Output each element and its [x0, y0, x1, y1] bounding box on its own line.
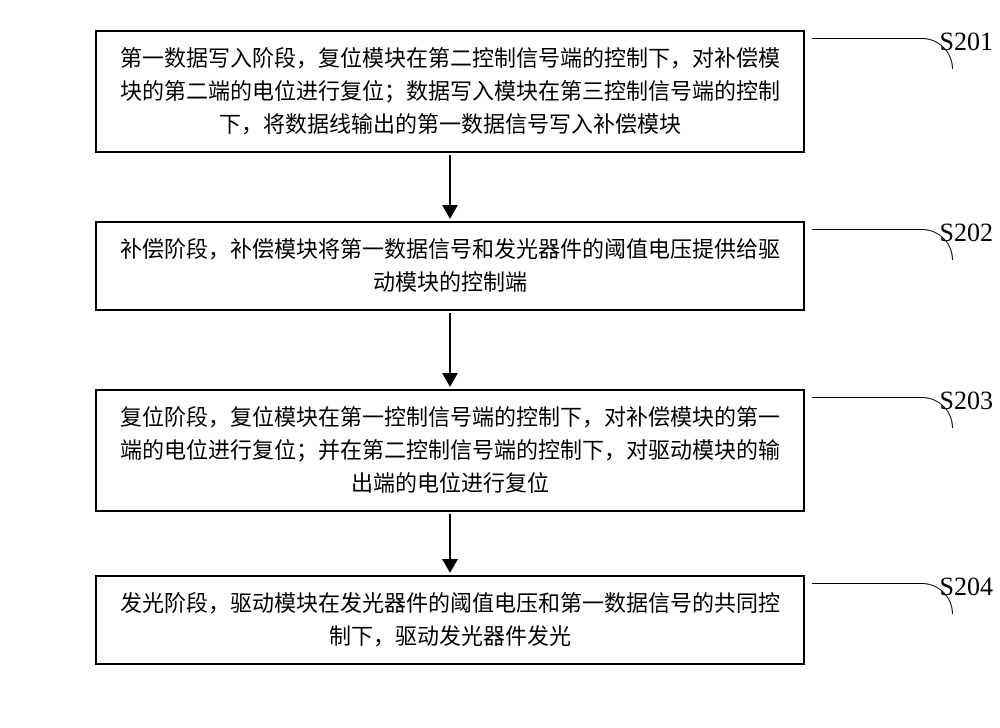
step-text: 第一数据写入阶段，复位模块在第二控制信号端的控制下，对补偿模块的第二端的电位进行… — [120, 46, 780, 137]
arrow-head-icon — [442, 205, 458, 219]
step-label: S202 — [940, 213, 993, 252]
arrow-head-icon — [442, 559, 458, 573]
step-label: S204 — [940, 567, 993, 606]
step-box-s201: S201 第一数据写入阶段，复位模块在第二控制信号端的控制下，对补偿模块的第二端… — [95, 30, 805, 153]
step-box-s204: S204 发光阶段，驱动模块在发光器件的阈值电压和第一数据信号的共同控制下，驱动… — [95, 575, 805, 665]
label-connector — [812, 583, 953, 614]
flowchart: S201 第一数据写入阶段，复位模块在第二控制信号端的控制下，对补偿模块的第二端… — [80, 30, 820, 665]
label-connector — [812, 38, 953, 69]
arrow — [80, 514, 820, 573]
arrow-line — [449, 155, 451, 205]
step-label: S203 — [940, 381, 993, 420]
step-box-s203: S203 复位阶段，复位模块在第一控制信号端的控制下，对补偿模块的第一端的电位进… — [95, 389, 805, 512]
step-box-s202: S202 补偿阶段，补偿模块将第一数据信号和发光器件的阈值电压提供给驱动模块的控… — [95, 221, 805, 311]
step-text: 发光阶段，驱动模块在发光器件的阈值电压和第一数据信号的共同控制下，驱动发光器件发… — [120, 591, 780, 649]
step-text: 复位阶段，复位模块在第一控制信号端的控制下，对补偿模块的第一端的电位进行复位；并… — [120, 405, 780, 496]
arrow-line — [449, 514, 451, 559]
arrow-line — [449, 313, 451, 373]
label-connector — [812, 229, 953, 260]
label-connector — [812, 397, 953, 428]
arrow-head-icon — [442, 373, 458, 387]
arrow — [80, 313, 820, 387]
arrow — [80, 155, 820, 219]
step-text: 补偿阶段，补偿模块将第一数据信号和发光器件的阈值电压提供给驱动模块的控制端 — [120, 237, 780, 295]
step-label: S201 — [940, 22, 993, 61]
